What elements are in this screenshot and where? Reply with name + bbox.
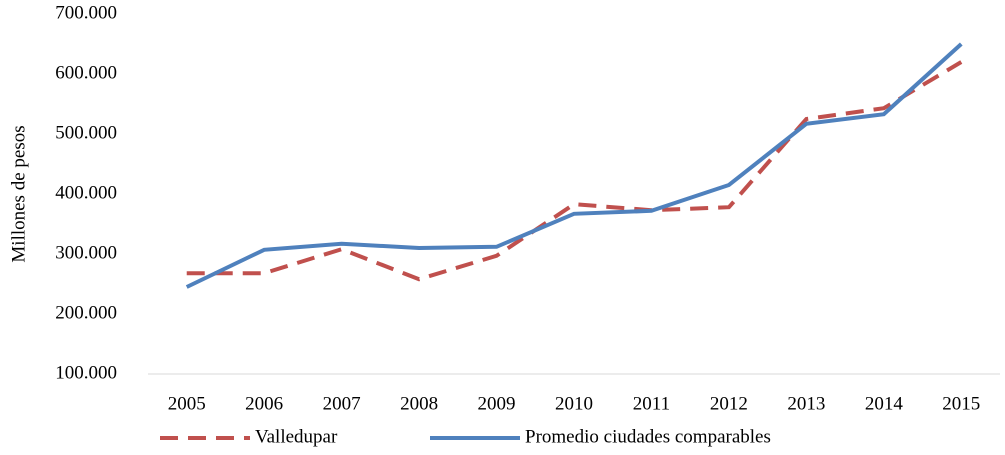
x-tick-label: 2007 xyxy=(323,393,361,414)
x-tick-label: 2009 xyxy=(478,393,516,414)
y-tick-label: 200.000 xyxy=(55,302,117,323)
y-tick-label: 100.000 xyxy=(55,362,117,383)
x-tick-label: 2013 xyxy=(787,393,825,414)
y-tick-label: 300.000 xyxy=(55,242,117,263)
x-tick-label: 2011 xyxy=(633,393,670,414)
line-series xyxy=(186,60,963,282)
y-tick-label: 500.000 xyxy=(55,122,117,143)
line-series xyxy=(185,42,963,289)
legend-label: Promedio ciudades comparables xyxy=(525,426,771,447)
x-tick-label: 2015 xyxy=(942,393,980,414)
x-tick-label: 2012 xyxy=(710,393,748,414)
legend-label: Valledupar xyxy=(255,426,338,447)
y-axis-label: Millones de pesos xyxy=(8,125,29,262)
y-tick-label: 600.000 xyxy=(55,62,117,83)
x-tick-label: 2014 xyxy=(865,393,904,414)
x-tick-label: 2008 xyxy=(400,393,438,414)
y-tick-label: 700.000 xyxy=(55,2,117,23)
x-tick-label: 2010 xyxy=(555,393,593,414)
x-tick-label: 2006 xyxy=(245,393,283,414)
x-tick-label: 2005 xyxy=(168,393,206,414)
y-tick-label: 400.000 xyxy=(55,182,117,203)
